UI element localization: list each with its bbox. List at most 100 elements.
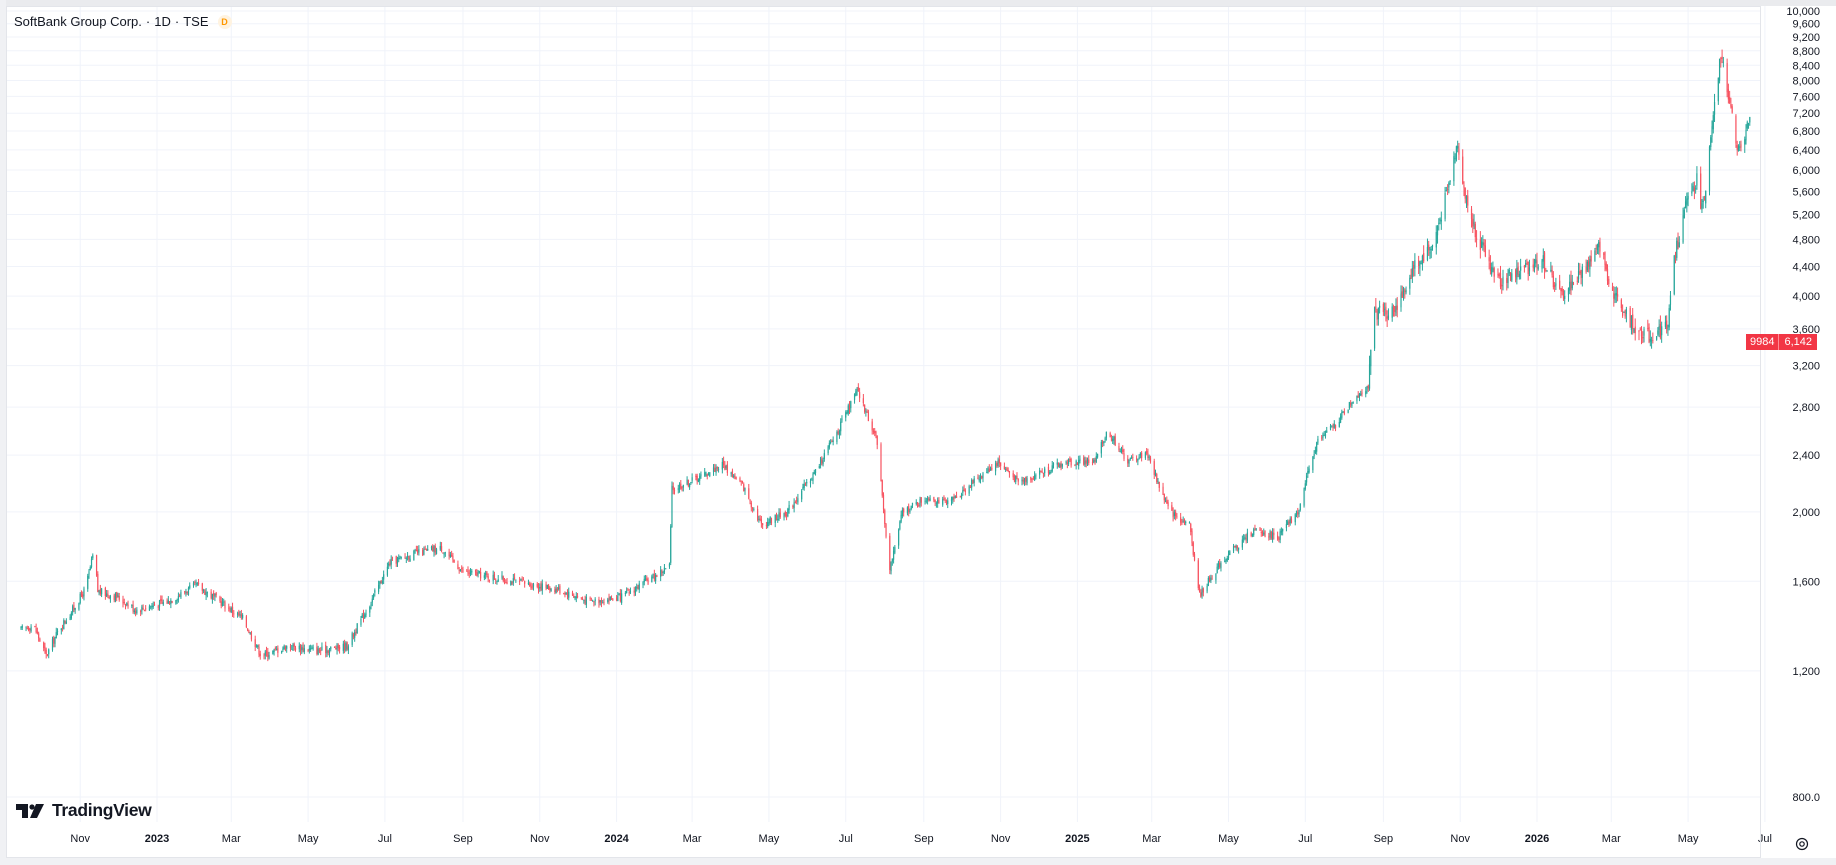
candle bbox=[1342, 410, 1344, 413]
candle bbox=[346, 641, 348, 651]
x-tick-label: Jul bbox=[1758, 833, 1772, 845]
candle bbox=[1554, 282, 1556, 292]
candle bbox=[1498, 272, 1500, 279]
candle bbox=[277, 645, 279, 658]
candle bbox=[390, 555, 392, 570]
data-type-badge[interactable]: D bbox=[217, 14, 232, 29]
candle bbox=[255, 644, 258, 648]
candle bbox=[221, 598, 224, 607]
candle bbox=[929, 495, 931, 502]
candle bbox=[682, 484, 684, 492]
candle bbox=[1365, 386, 1367, 398]
candle bbox=[1006, 466, 1008, 471]
candle bbox=[206, 591, 208, 598]
chart-settings-button[interactable] bbox=[1791, 833, 1813, 855]
candle bbox=[1294, 513, 1296, 526]
symbol-legend[interactable]: SoftBank Group Corp. · 1D · TSE D bbox=[14, 14, 232, 29]
candle bbox=[855, 388, 857, 397]
candle bbox=[662, 570, 664, 576]
candle bbox=[1572, 281, 1575, 286]
candle bbox=[536, 582, 538, 589]
candle bbox=[556, 587, 559, 593]
candle bbox=[1570, 270, 1572, 296]
candle bbox=[298, 642, 300, 653]
candle bbox=[248, 629, 250, 634]
candle bbox=[520, 578, 522, 582]
candle bbox=[61, 624, 64, 632]
candle bbox=[496, 580, 498, 585]
candle bbox=[1084, 456, 1086, 468]
candle bbox=[653, 569, 655, 582]
candle bbox=[176, 598, 178, 605]
candle bbox=[723, 456, 725, 469]
candle bbox=[1367, 384, 1369, 392]
candle bbox=[458, 567, 460, 574]
candle bbox=[204, 589, 206, 595]
candle bbox=[1321, 435, 1323, 441]
candle bbox=[1207, 576, 1209, 587]
candle bbox=[469, 568, 472, 577]
candle bbox=[35, 623, 37, 634]
candle bbox=[1484, 239, 1486, 258]
candle bbox=[1687, 192, 1689, 207]
candle bbox=[258, 644, 260, 658]
x-tick-label: 2025 bbox=[1065, 833, 1089, 845]
candle bbox=[778, 508, 780, 521]
x-tick-label: Jul bbox=[839, 833, 853, 845]
candle bbox=[1604, 251, 1606, 272]
y-tick-label: 1,600 bbox=[1792, 576, 1820, 588]
candle bbox=[289, 643, 292, 652]
candle bbox=[1731, 104, 1733, 114]
candle bbox=[663, 563, 666, 575]
candle bbox=[712, 464, 715, 476]
candle bbox=[1562, 289, 1565, 301]
candle bbox=[758, 515, 760, 523]
candle bbox=[381, 576, 383, 585]
candle bbox=[785, 512, 788, 521]
candle bbox=[767, 517, 769, 529]
candle bbox=[555, 585, 557, 594]
candle bbox=[257, 644, 259, 649]
candle bbox=[1314, 446, 1316, 455]
candle bbox=[425, 548, 428, 551]
candle bbox=[1611, 282, 1614, 292]
legend-separator: · bbox=[174, 14, 180, 29]
candle bbox=[1473, 214, 1475, 230]
candle bbox=[642, 581, 644, 589]
candle bbox=[1326, 426, 1328, 433]
candle bbox=[1606, 264, 1609, 285]
candle bbox=[960, 492, 963, 500]
candle bbox=[1086, 457, 1089, 466]
candle bbox=[177, 592, 180, 603]
y-tick-label: 9,200 bbox=[1792, 32, 1820, 44]
candle bbox=[439, 541, 441, 552]
candle bbox=[655, 573, 657, 584]
y-tick-label: 1,200 bbox=[1792, 666, 1820, 678]
candle bbox=[581, 596, 584, 601]
candle bbox=[1717, 77, 1719, 105]
x-tick-label: 2023 bbox=[145, 833, 169, 845]
candle bbox=[621, 589, 623, 605]
legend-interval[interactable]: 1D bbox=[154, 14, 171, 29]
candle bbox=[1261, 530, 1264, 537]
candle bbox=[1211, 575, 1213, 580]
top-toolbar-border bbox=[0, 0, 1836, 6]
x-tick-label: Nov bbox=[991, 833, 1011, 845]
candle bbox=[89, 565, 91, 571]
x-tick-label: Mar bbox=[222, 833, 241, 845]
candle bbox=[788, 500, 790, 514]
candle bbox=[338, 644, 341, 654]
legend-symbol-name[interactable]: SoftBank Group Corp. bbox=[14, 14, 142, 29]
candle bbox=[229, 606, 231, 613]
candle bbox=[1577, 262, 1580, 283]
candle bbox=[1094, 457, 1096, 465]
candle bbox=[219, 595, 221, 603]
candle bbox=[628, 588, 630, 596]
candle bbox=[892, 546, 895, 564]
candle bbox=[175, 599, 177, 605]
tradingview-logo[interactable]: TradingView bbox=[16, 800, 152, 821]
candle bbox=[317, 645, 319, 656]
candle bbox=[1220, 561, 1222, 572]
legend-separator: · bbox=[145, 14, 151, 29]
